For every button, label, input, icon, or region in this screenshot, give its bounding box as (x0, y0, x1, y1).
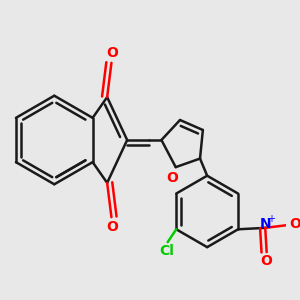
Text: -: - (299, 213, 300, 226)
Text: O: O (106, 220, 118, 234)
Text: O: O (261, 254, 273, 268)
Text: O: O (167, 171, 178, 185)
Text: O: O (289, 218, 300, 231)
Text: Cl: Cl (159, 244, 174, 258)
Text: N: N (260, 217, 271, 231)
Text: +: + (268, 214, 275, 224)
Text: O: O (106, 46, 118, 60)
